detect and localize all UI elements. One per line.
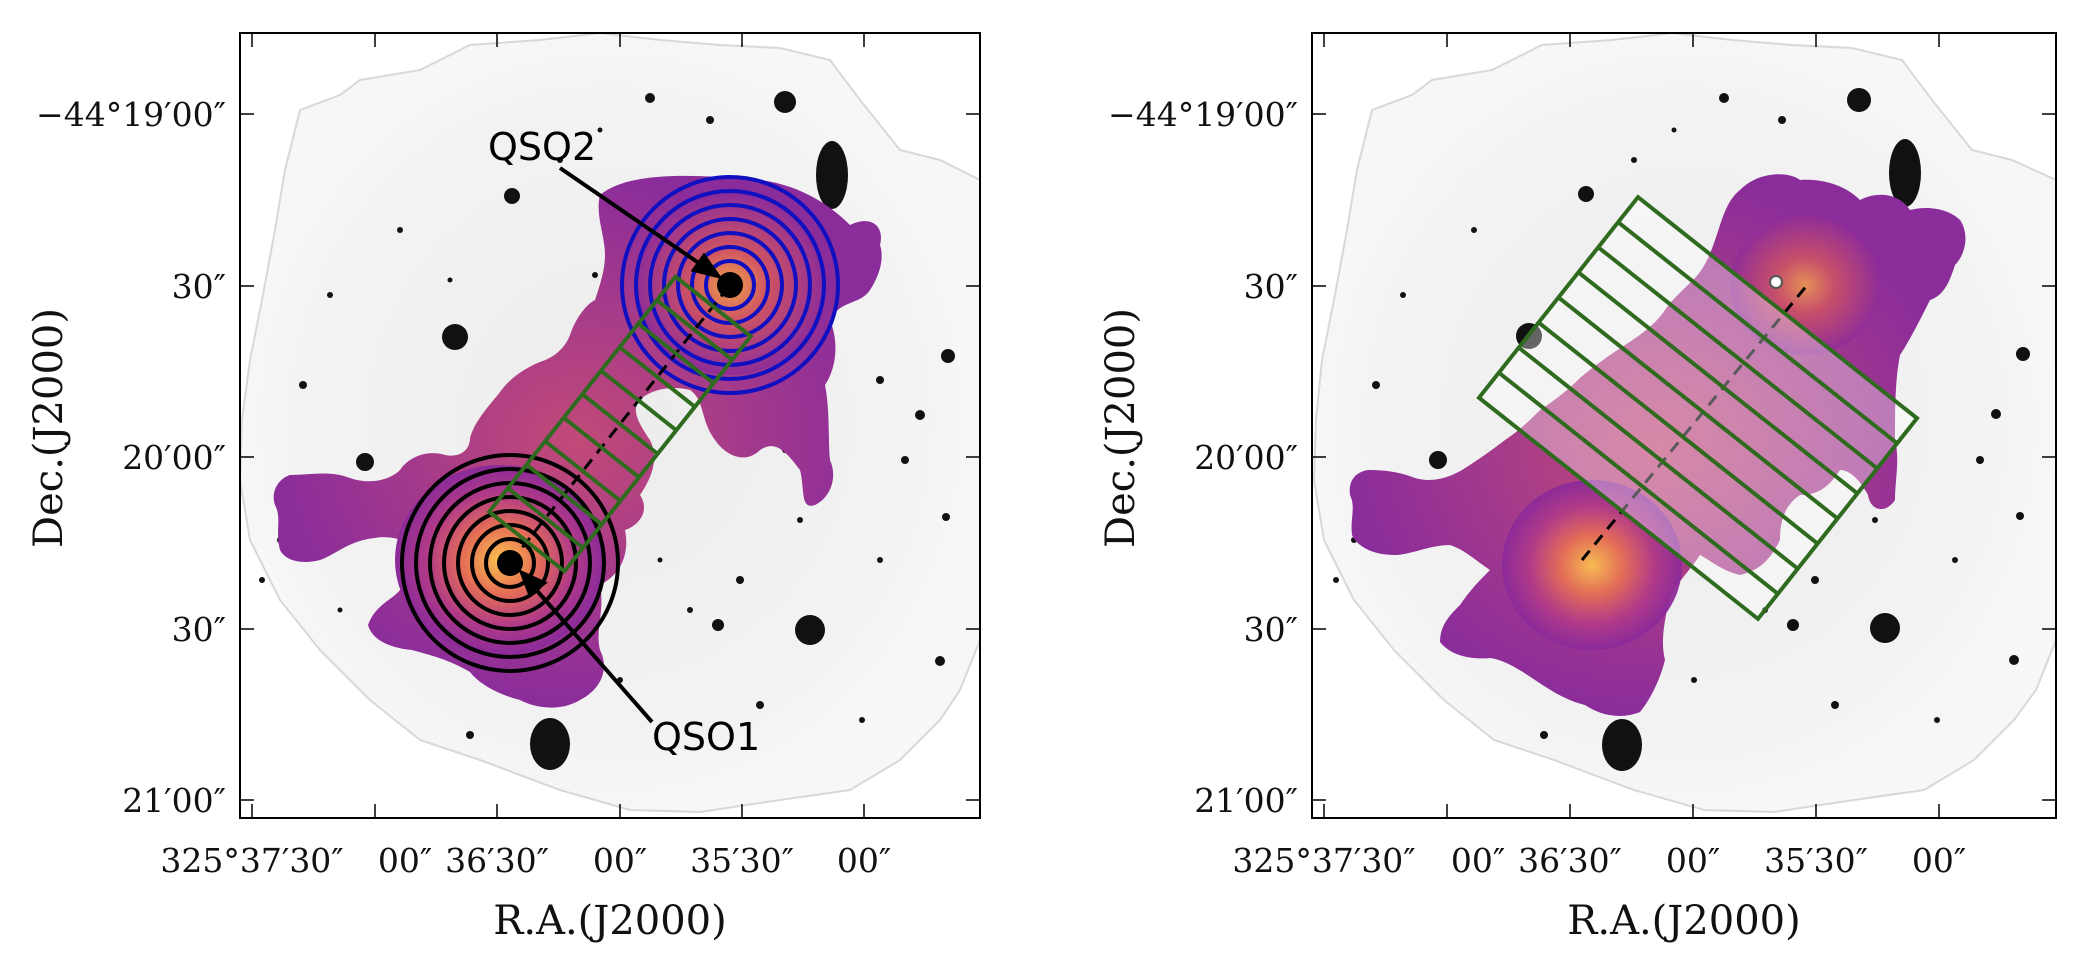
- right-xtick-4: 35′30″: [1764, 841, 1868, 880]
- right-xtick-1: 00″: [1451, 841, 1505, 880]
- qso1-label: QSO1: [652, 715, 760, 759]
- qso1-annuli: [400, 453, 620, 673]
- left-stars: [259, 91, 955, 770]
- left-ytick-1: 30″: [172, 267, 226, 306]
- left-ytick-0: −44°19′00″: [36, 95, 226, 134]
- right-ytick-2: 20′00″: [1194, 438, 1298, 477]
- left-frame: [239, 32, 981, 819]
- left-xtick-0: 325°37′30″: [160, 841, 343, 880]
- right-xtick-3: 00″: [1666, 841, 1720, 880]
- left-xlabel: R.A.(J2000): [493, 898, 726, 944]
- left-ytick-2: 20′00″: [122, 438, 226, 477]
- right-xlabel: R.A.(J2000): [1567, 898, 1800, 944]
- left-xtick-2: 36′30″: [445, 841, 549, 880]
- left-ticks: [240, 33, 980, 818]
- right-ylabel: Dec.(J2000): [1098, 308, 1144, 548]
- qso2-label: QSO2: [488, 125, 596, 169]
- right-slits: [1476, 194, 1920, 622]
- right-panel: −44°19′00″ 30″ 20′00″ 30″ 21′00″ 325°37′…: [1098, 32, 2057, 944]
- left-arrows: [518, 166, 723, 724]
- right-xtick-2: 36′30″: [1518, 841, 1622, 880]
- right-xtick-5: 00″: [1912, 841, 1966, 880]
- left-xtick-1: 00″: [378, 841, 432, 880]
- left-panel: QSO2 QSO1 −44°19′00″ 30″ 20′00″ 30″ 21′0…: [26, 32, 981, 944]
- left-ytick-4: 21′00″: [122, 781, 226, 820]
- right-ticks: [1312, 33, 2056, 818]
- right-star-residual: [1769, 275, 1783, 289]
- right-xtick-0: 325°37′30″: [1232, 841, 1415, 880]
- right-ytick-3: 30″: [1244, 610, 1298, 649]
- left-ytick-3: 30″: [172, 610, 226, 649]
- right-nebula-core-2: [1730, 215, 1880, 355]
- left-image: QSO2 QSO1: [240, 33, 980, 814]
- right-frame: [1311, 32, 2057, 819]
- right-ytick-1: 30″: [1244, 267, 1298, 306]
- right-image: [1312, 33, 2056, 814]
- right-ytick-4: 21′00″: [1194, 781, 1298, 820]
- left-slits: [486, 273, 754, 575]
- left-xtick-4: 35′30″: [690, 841, 794, 880]
- left-xtick-3: 00″: [593, 841, 647, 880]
- right-ytick-0: −44°19′00″: [1108, 95, 1298, 134]
- left-ylabel: Dec.(J2000): [26, 308, 72, 548]
- left-xtick-5: 00″: [837, 841, 891, 880]
